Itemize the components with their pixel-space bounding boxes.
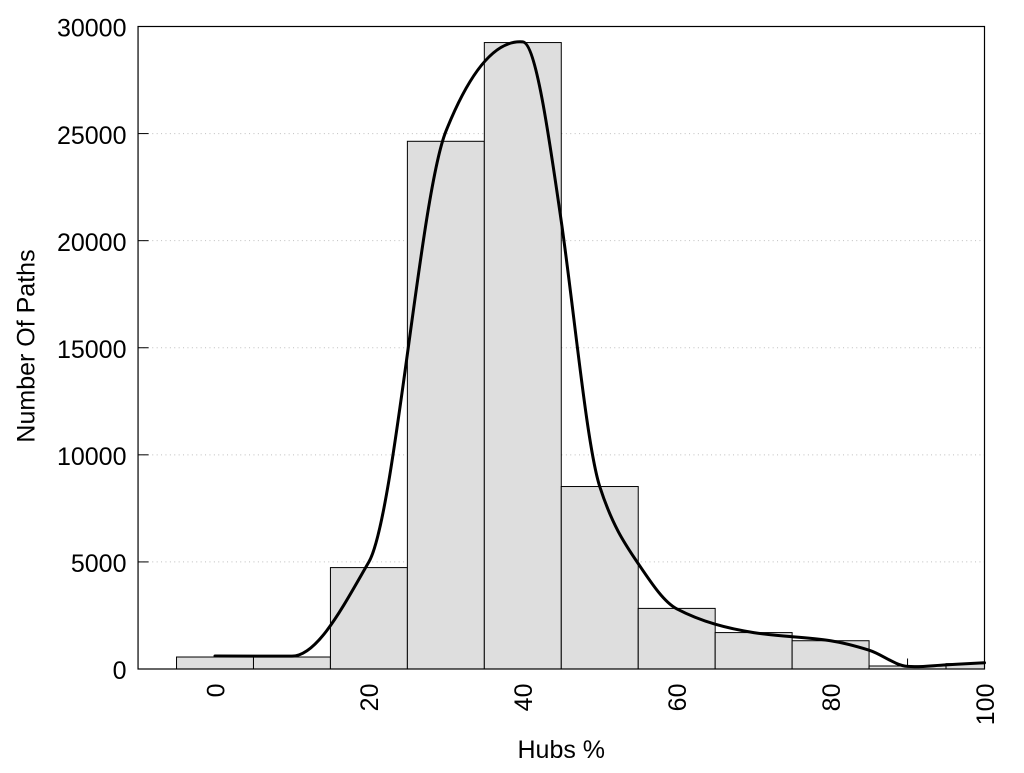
svg-text:40: 40 <box>510 684 538 712</box>
svg-text:5000: 5000 <box>71 550 127 578</box>
svg-text:10000: 10000 <box>57 443 127 471</box>
svg-text:60: 60 <box>664 684 692 712</box>
svg-text:15000: 15000 <box>57 336 127 364</box>
svg-text:100: 100 <box>972 684 1000 726</box>
svg-text:30000: 30000 <box>57 15 127 43</box>
svg-text:20000: 20000 <box>57 229 127 257</box>
svg-text:Hubs %: Hubs % <box>517 736 605 764</box>
svg-text:Number Of Paths: Number Of Paths <box>13 249 41 442</box>
svg-text:0: 0 <box>113 657 127 685</box>
svg-text:0: 0 <box>202 684 230 698</box>
svg-text:20: 20 <box>356 684 384 712</box>
svg-text:25000: 25000 <box>57 122 127 150</box>
svg-text:80: 80 <box>818 684 846 712</box>
